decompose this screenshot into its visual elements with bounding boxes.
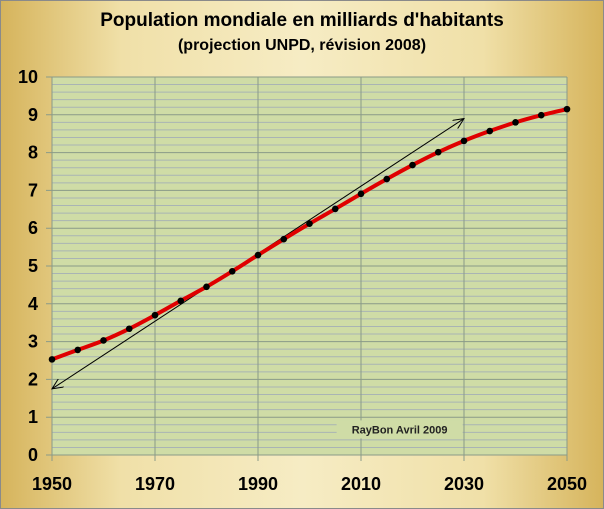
chart-title: Population mondiale en milliards d'habit… — [100, 10, 504, 31]
y-tick-label: 8 — [28, 143, 38, 163]
y-tick-label: 9 — [28, 105, 38, 125]
x-tick-label: 2010 — [341, 474, 381, 494]
data-point — [228, 267, 236, 275]
data-point — [177, 297, 185, 305]
data-point — [460, 137, 468, 145]
data-point — [254, 251, 262, 259]
y-tick-label: 10 — [18, 67, 38, 87]
data-point — [563, 105, 571, 113]
data-point — [151, 311, 159, 319]
y-tick-label: 7 — [28, 180, 38, 200]
data-point — [100, 337, 107, 344]
x-tick-label: 1970 — [135, 474, 175, 494]
data-point — [512, 119, 519, 126]
y-tick-label: 3 — [28, 332, 38, 352]
data-point — [486, 127, 494, 135]
x-tick-label: 1950 — [32, 474, 72, 494]
data-point — [434, 148, 442, 156]
y-tick-label: 4 — [28, 294, 38, 314]
data-point — [74, 346, 82, 354]
y-tick-label: 2 — [28, 369, 38, 389]
x-tick-label: 1990 — [238, 474, 278, 494]
x-tick-label: 2030 — [444, 474, 484, 494]
data-point — [383, 175, 391, 183]
data-point — [280, 235, 288, 243]
annotation-box — [336, 420, 463, 439]
data-point — [537, 111, 545, 119]
data-point — [331, 205, 339, 213]
data-point — [306, 220, 313, 227]
y-tick-label: 5 — [28, 256, 38, 276]
y-tick-label: 6 — [28, 218, 38, 238]
data-point — [203, 283, 210, 291]
x-tick-label: 2050 — [547, 474, 587, 494]
data-point — [48, 356, 56, 363]
data-point — [409, 161, 416, 169]
data-point — [357, 190, 365, 198]
chart-subtitle: (projection UNPD, révision 2008) — [177, 37, 427, 54]
y-tick-label: 0 — [28, 445, 38, 465]
annotation-text: RayBon Avril 2009 — [352, 424, 448, 436]
data-point — [125, 325, 133, 333]
y-tick-label: 1 — [28, 407, 38, 427]
